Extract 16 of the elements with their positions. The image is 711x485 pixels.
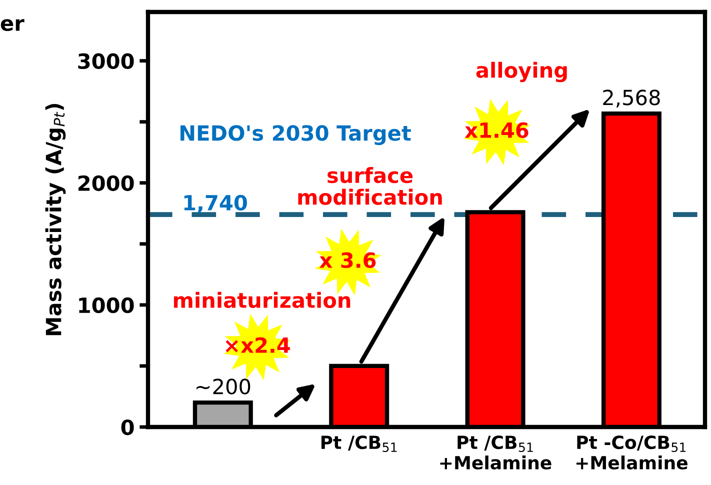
y-tick-label: 3000 [78, 53, 134, 70]
data-label: ~200 [196, 378, 250, 394]
annotation: surface modification [298, 167, 442, 205]
annotation: alloying [476, 62, 567, 82]
annotation: NEDO's 2030 Target [180, 125, 411, 146]
ref-line-label: 1,740 [184, 194, 247, 214]
y-tick-label: 2000 [78, 175, 134, 192]
x-tick-label: Pt /CB$_{51}$ [321, 436, 397, 452]
y-tick-label: 0 [121, 419, 134, 436]
annotation: miniaturization [174, 292, 350, 308]
x-tick-label: Pt /CB$_{51}$ +Melamine [440, 436, 552, 470]
x-tick-label: Pt -Co/CB$_{51}$ +Melamine [576, 436, 688, 470]
y-tick-label: 1000 [79, 297, 134, 314]
text: er [0, 19, 24, 32]
y-axis-title: Mass activity (A/g$_{Pt}$) [45, 104, 66, 336]
data-label: 2,568 [603, 90, 660, 108]
